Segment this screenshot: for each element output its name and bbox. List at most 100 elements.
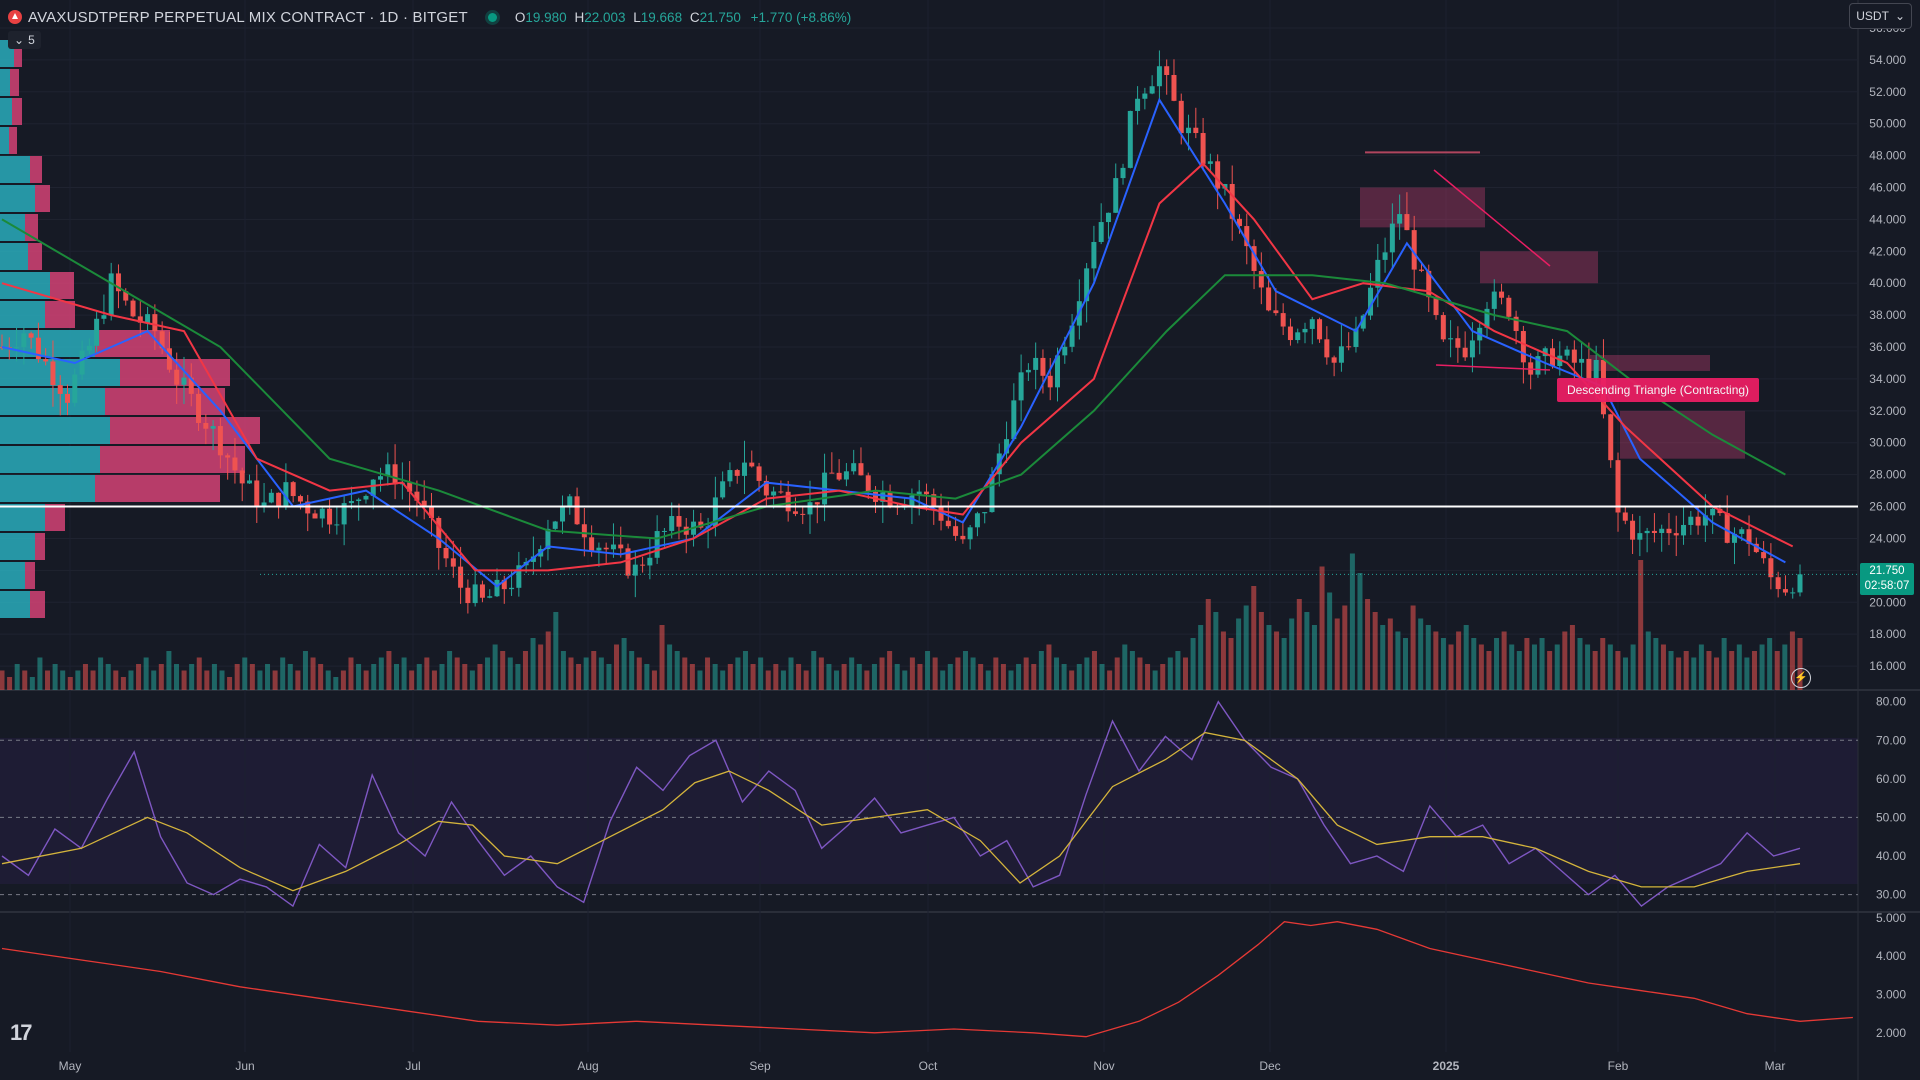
price-axis[interactable]: 16.00018.00020.00022.00024.00026.00028.0… (1869, 21, 1906, 1040)
volume-bar (500, 651, 506, 690)
volume-bar (925, 651, 931, 690)
candle-body (21, 333, 27, 348)
candle-body (472, 584, 478, 604)
volume-bar (834, 670, 840, 690)
volume-bar (485, 657, 491, 690)
pattern-annotation-label[interactable]: Descending Triangle (Contracting) (1557, 378, 1759, 402)
candle-body (836, 472, 842, 480)
volume-bar (614, 644, 620, 690)
volume-bar (181, 670, 187, 690)
candle-body (661, 530, 667, 532)
candle-body (1593, 359, 1599, 379)
descending-triangle-drawing[interactable] (1433, 169, 1551, 371)
volume-bar (447, 651, 453, 690)
candles[interactable] (0, 50, 1803, 614)
volume-bar (727, 664, 733, 690)
volume-bar (1759, 644, 1765, 690)
candle-body (1382, 252, 1388, 260)
candle-body (814, 502, 820, 505)
volume-bar (302, 651, 308, 690)
volume-bar (287, 664, 293, 690)
volume-bar (1198, 625, 1204, 690)
volume-bar (356, 664, 362, 690)
volume-bar (416, 664, 422, 690)
candle-body (43, 359, 49, 362)
volume-profile-down (10, 69, 19, 96)
volume-bar (712, 664, 718, 690)
volume-bar (189, 664, 195, 690)
indicator-tick-label: 5.000 (1876, 911, 1906, 925)
candle-body (341, 503, 347, 525)
candle-body (960, 535, 966, 540)
ohlc-values: O19.980 H22.003 L19.668 C21.750 +1.770 (… (511, 10, 851, 25)
candle-body (174, 369, 180, 385)
symbol-header: AVAXUSDTPERP PERPETUAL MIX CONTRACT · 1D… (8, 6, 851, 28)
moving-average-ema_mid (1, 162, 1794, 572)
volume-bar (67, 677, 73, 690)
currency-selector[interactable]: USDT ⌄ (1849, 3, 1912, 29)
market-status-icon[interactable] (487, 12, 497, 22)
candle-body (188, 377, 194, 394)
volume-bar (1683, 651, 1689, 690)
volume-bar (773, 664, 779, 690)
candle-body (1011, 400, 1017, 440)
volume-bar (60, 670, 66, 690)
volume-bar (818, 657, 824, 690)
volume-profile-down (45, 504, 65, 531)
symbol-title[interactable]: AVAXUSDTPERP PERPETUAL MIX CONTRACT · 1D… (28, 8, 468, 26)
volume-bar (1182, 657, 1188, 690)
volume-bar (1387, 618, 1393, 690)
candle-body (1520, 331, 1526, 363)
candle-body (28, 333, 34, 338)
volume-bar (1031, 664, 1037, 690)
flash-icon[interactable]: ⚡ (1791, 668, 1811, 688)
volume-profile-up (0, 330, 95, 357)
volume-bar (705, 657, 711, 690)
candle-body (545, 528, 551, 550)
candle-body (1484, 308, 1490, 328)
indicator-tick-label: 4.000 (1876, 949, 1906, 963)
price-tick-label: 26.000 (1869, 500, 1906, 514)
volume-bar (469, 670, 475, 690)
volume-profile-toggle[interactable]: ⌄ 5 (8, 31, 41, 49)
volume-bar (1281, 638, 1287, 690)
candle-body (458, 566, 464, 588)
candle-body (1091, 241, 1097, 269)
volume-bar (1069, 670, 1075, 690)
time-tick-label: May (59, 1059, 82, 1073)
time-tick-label: Oct (919, 1059, 938, 1073)
tradingview-logo-icon[interactable]: 17 (10, 1020, 33, 1045)
volume-bar (811, 651, 817, 690)
candle-body (567, 496, 573, 506)
candle-body (239, 470, 245, 484)
volume-bar (173, 664, 179, 690)
rsi-line (1, 700, 1801, 908)
volume-bar (1782, 644, 1788, 690)
volume-bars (0, 553, 1803, 690)
time-tick-label: Jul (405, 1059, 420, 1073)
volume-bar (1349, 553, 1355, 690)
candle-body (1491, 291, 1497, 309)
price-tick-label: 42.000 (1869, 244, 1906, 258)
candle-body (1404, 214, 1410, 231)
candle-body (1309, 319, 1315, 329)
avax-logo-icon (8, 10, 22, 24)
candle-body (378, 476, 384, 480)
volume-bar (1418, 618, 1424, 690)
candle-body (1360, 315, 1366, 329)
candle-body (574, 496, 580, 525)
volume-bar (105, 664, 111, 690)
candle-body (130, 300, 136, 317)
volume-bar (1357, 573, 1363, 690)
candle-body (625, 548, 631, 576)
candle-body (1608, 414, 1614, 461)
candle-body (1127, 110, 1133, 168)
volume-profile-down (35, 533, 45, 560)
time-tick-label: Dec (1259, 1059, 1280, 1073)
volume-bar (371, 664, 377, 690)
time-axis[interactable]: May Jun Jul Aug Sep Oct Nov Dec 2025 Feb Mar (59, 1059, 1786, 1073)
candle-body (1164, 66, 1170, 76)
candle-body (749, 462, 755, 467)
candle-body (1295, 332, 1301, 341)
